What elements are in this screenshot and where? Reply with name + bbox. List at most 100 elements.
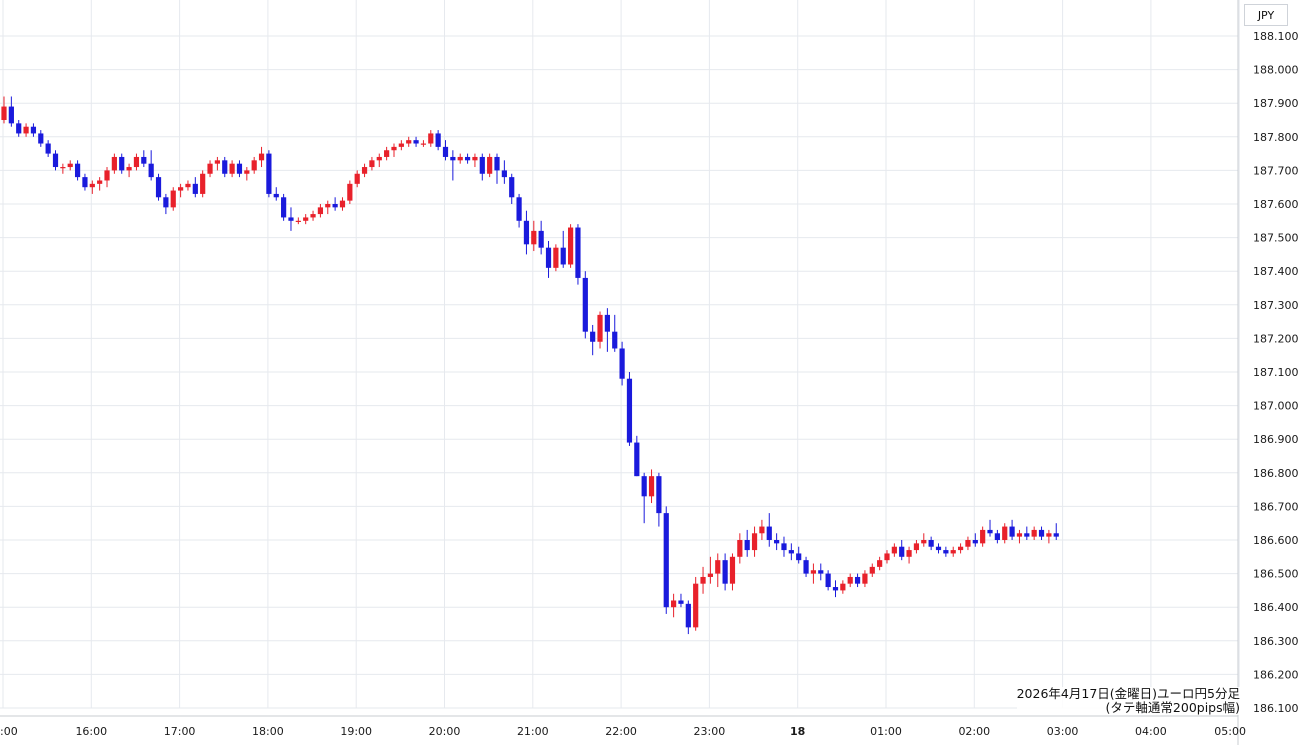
candle-body xyxy=(619,348,625,379)
y-tick-label: 186.200 xyxy=(1253,668,1299,681)
candle-body xyxy=(906,550,912,557)
y-tick-label: 186.800 xyxy=(1253,467,1299,480)
candle-body xyxy=(700,576,706,584)
candle-body xyxy=(766,526,772,540)
candle-body xyxy=(192,183,198,194)
candle xyxy=(464,153,471,164)
candle xyxy=(192,177,198,198)
candle xyxy=(994,529,1000,544)
candle-body xyxy=(560,247,566,265)
candle xyxy=(361,163,368,178)
candle-body xyxy=(185,183,191,188)
candle-body xyxy=(487,156,493,174)
candle-body xyxy=(178,187,184,191)
candle xyxy=(957,543,964,554)
candle xyxy=(479,153,485,181)
candle xyxy=(288,207,294,231)
y-tick-label: 186.900 xyxy=(1253,433,1299,446)
candle-body xyxy=(950,550,956,554)
candle-body xyxy=(295,220,301,222)
candle xyxy=(869,563,875,577)
candle-body xyxy=(67,163,73,168)
candle xyxy=(560,230,566,268)
candle-body xyxy=(479,156,485,174)
candle xyxy=(840,580,846,594)
x-tick-label: 17:00 xyxy=(164,725,196,738)
candle-body xyxy=(869,566,875,574)
y-tick-label: 186.600 xyxy=(1253,534,1299,547)
candle-body xyxy=(89,183,95,188)
candle xyxy=(641,472,647,524)
candle-body xyxy=(23,126,29,134)
candle-body xyxy=(759,526,765,534)
candle-body xyxy=(803,560,809,574)
candle xyxy=(854,573,861,588)
candle-body xyxy=(987,529,993,534)
candle xyxy=(906,546,912,564)
candle xyxy=(420,140,427,147)
candle xyxy=(67,160,73,171)
y-tick-label: 187.900 xyxy=(1253,97,1299,110)
candle xyxy=(715,553,721,588)
candle-body xyxy=(391,146,397,151)
candle xyxy=(155,173,162,201)
y-tick-label: 187.700 xyxy=(1253,164,1299,177)
candle-body xyxy=(170,190,176,208)
candle xyxy=(612,314,618,352)
candle-body xyxy=(111,156,117,171)
candle xyxy=(788,543,794,561)
candle xyxy=(1038,526,1045,540)
candle-body xyxy=(722,560,728,584)
candle-body xyxy=(155,177,162,198)
candle xyxy=(928,536,934,551)
caption-line-1: 2026年4月17日(金曜日)ユーロ円5分足 xyxy=(1016,686,1240,701)
currency-label: JPY xyxy=(1244,4,1288,26)
candle xyxy=(582,271,588,339)
candle-body xyxy=(266,153,272,194)
candle xyxy=(38,130,44,147)
candle-body xyxy=(361,167,368,174)
candle xyxy=(545,240,552,278)
x-tick-label: 18:00 xyxy=(252,725,284,738)
candle xyxy=(899,540,905,561)
candle-body xyxy=(707,573,713,577)
candle-body xyxy=(965,540,971,547)
candle xyxy=(170,187,176,211)
candle-body xyxy=(685,603,691,628)
y-tick-label: 187.800 xyxy=(1253,131,1299,144)
candle-body xyxy=(531,230,537,245)
candle-body xyxy=(82,177,88,188)
candle-body xyxy=(38,133,44,144)
candle-body xyxy=(1053,533,1059,537)
candle xyxy=(97,177,103,191)
candle xyxy=(634,435,640,477)
candle-body xyxy=(435,133,441,147)
candle xyxy=(148,150,154,181)
y-tick-label: 186.400 xyxy=(1253,601,1299,614)
candle xyxy=(619,341,625,386)
candle-body xyxy=(612,331,618,349)
candle-body xyxy=(523,220,530,245)
candle xyxy=(604,308,610,352)
candle-body xyxy=(442,146,449,157)
candle xyxy=(810,563,817,584)
y-tick-label: 187.600 xyxy=(1253,198,1299,211)
candle-body xyxy=(339,200,346,208)
candle-body xyxy=(980,529,986,544)
candle-body xyxy=(678,600,684,604)
candle xyxy=(648,469,655,504)
candle-body xyxy=(384,150,390,157)
candle-body xyxy=(148,163,154,178)
candle xyxy=(1,96,7,124)
candle xyxy=(229,160,235,178)
candle-body xyxy=(163,197,169,208)
candle xyxy=(671,593,677,618)
candle xyxy=(729,553,736,591)
y-tick-label: 187.100 xyxy=(1253,366,1299,379)
candle xyxy=(200,170,206,198)
candle-body xyxy=(332,204,338,208)
candle xyxy=(987,519,993,537)
y-tick-label: 186.100 xyxy=(1253,702,1299,715)
candle xyxy=(597,311,603,349)
candle-body xyxy=(420,143,427,145)
